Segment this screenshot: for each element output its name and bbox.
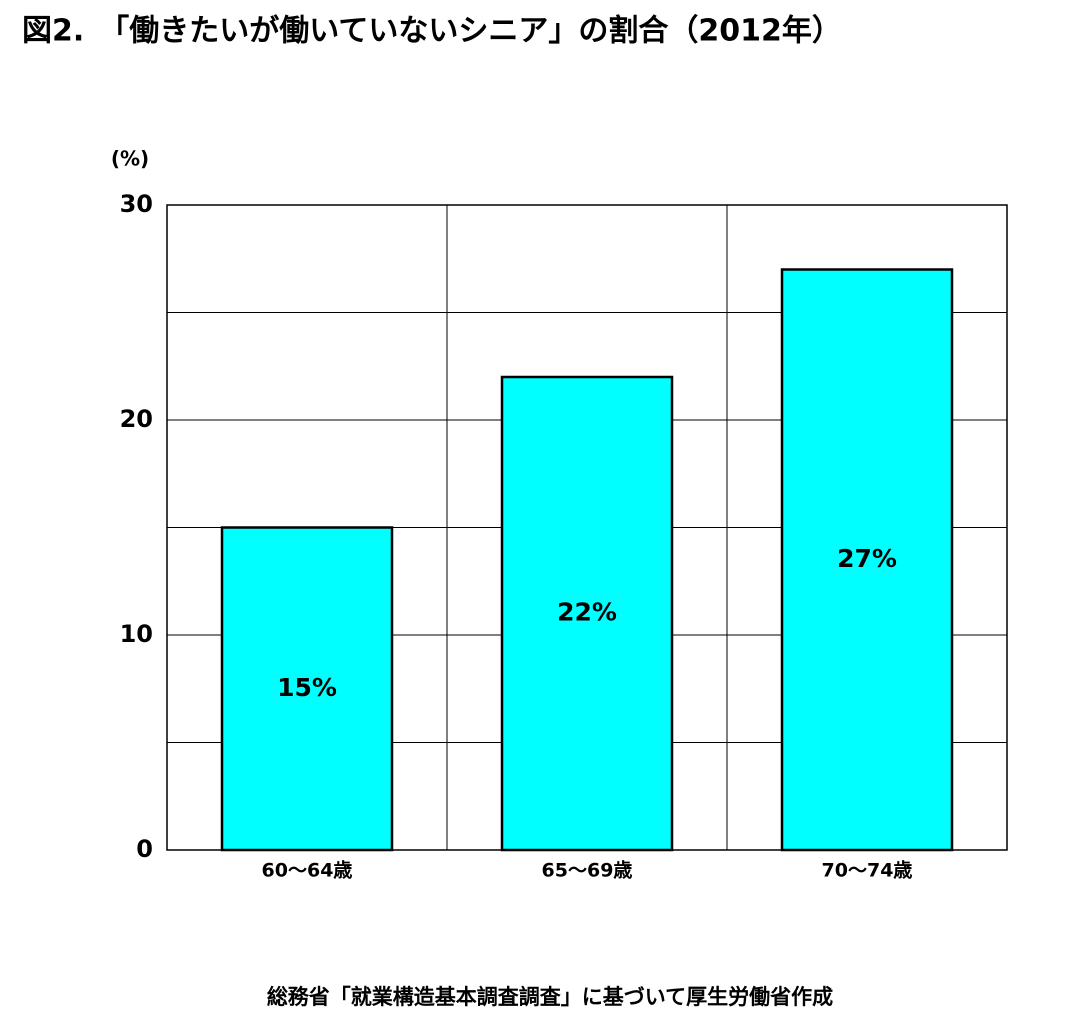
y-tick-label: 20 — [120, 405, 153, 433]
x-tick-label: 70～74歳 — [822, 860, 913, 882]
value-label: 22% — [557, 598, 617, 627]
y-axis-label: (%) — [111, 147, 149, 171]
y-tick-label: 10 — [120, 620, 153, 648]
y-tick-label: 0 — [136, 835, 153, 863]
y-tick-label: 30 — [120, 190, 153, 218]
source-note: 総務省「就業構造基本調査調査」に基づいて厚生労働省作成 — [267, 985, 833, 1009]
x-tick-label: 65～69歳 — [542, 860, 633, 882]
bar — [500, 375, 674, 852]
value-label: 27% — [837, 544, 897, 573]
x-tick-label: 60～64歳 — [262, 860, 353, 882]
chart-title: 図2. 「働きたいが働いていないシニア」の割合（2012年） — [22, 14, 842, 49]
bar — [220, 526, 394, 852]
value-label: 15% — [277, 673, 337, 702]
bar — [780, 268, 954, 852]
